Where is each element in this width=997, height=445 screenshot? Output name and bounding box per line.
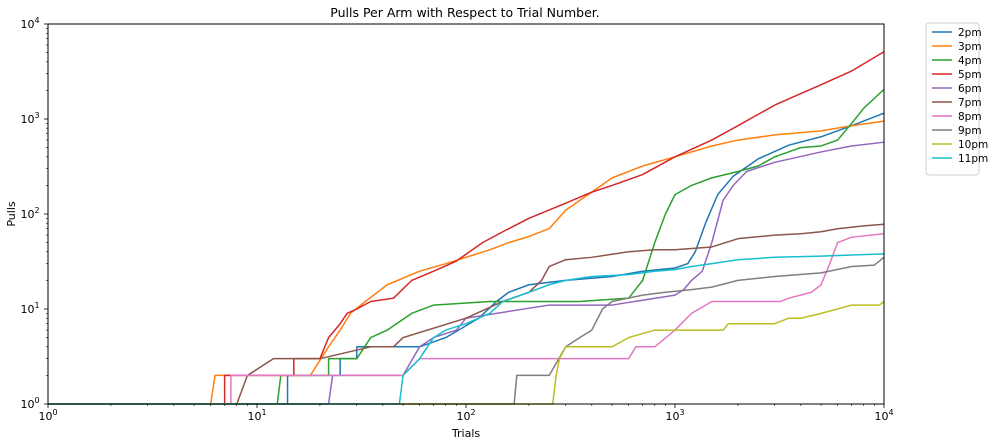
- x-axis: 100 101 102 103 104: [38, 404, 894, 423]
- y-axis: 100 101 102 103 104: [20, 16, 48, 411]
- legend-label-9pm: 9pm: [958, 125, 982, 137]
- x-tick-label: 101: [247, 408, 266, 423]
- y-axis-label: Pulls: [5, 201, 18, 227]
- series-line-9pm: [48, 256, 885, 405]
- y-tick-label: 101: [20, 301, 39, 316]
- legend-label-6pm: 6pm: [958, 83, 982, 95]
- legend-label-11pm: 11pm: [958, 153, 988, 165]
- plot-frame: [47, 23, 885, 405]
- series-line-10pm: [48, 300, 885, 405]
- y-tick-label: 103: [20, 111, 39, 126]
- series-line-7pm: [48, 223, 885, 405]
- x-tick-label: 102: [456, 408, 475, 423]
- y-tick-label: 104: [20, 16, 39, 31]
- legend-label-7pm: 7pm: [958, 97, 982, 109]
- chart-title: Pulls Per Arm with Respect to Trial Numb…: [330, 5, 599, 20]
- y-tick-label: 100: [20, 396, 39, 411]
- series-line-6pm: [48, 141, 885, 405]
- series-layer: [48, 51, 885, 405]
- series-line-3pm: [48, 120, 885, 405]
- legend-label-5pm: 5pm: [958, 69, 982, 81]
- series-line-4pm: [48, 88, 885, 405]
- x-axis-label: Trials: [451, 427, 480, 440]
- legend-label-10pm: 10pm: [958, 139, 988, 151]
- legend-label-8pm: 8pm: [958, 111, 982, 123]
- y-tick-label: 102: [20, 206, 39, 221]
- legend-label-3pm: 3pm: [958, 41, 982, 53]
- x-tick-label: 104: [874, 408, 893, 423]
- legend-label-2pm: 2pm: [958, 27, 982, 39]
- x-tick-label: 100: [38, 408, 57, 423]
- legend: 2pm 3pm 4pm 5pm 6pm 7pm 8pm 9pm 10pm 11pm: [925, 22, 988, 176]
- x-tick-label: 103: [665, 408, 684, 423]
- legend-frame: [925, 22, 980, 176]
- series-line-11pm: [48, 253, 885, 405]
- series-line-5pm: [48, 51, 885, 405]
- legend-label-4pm: 4pm: [958, 55, 982, 67]
